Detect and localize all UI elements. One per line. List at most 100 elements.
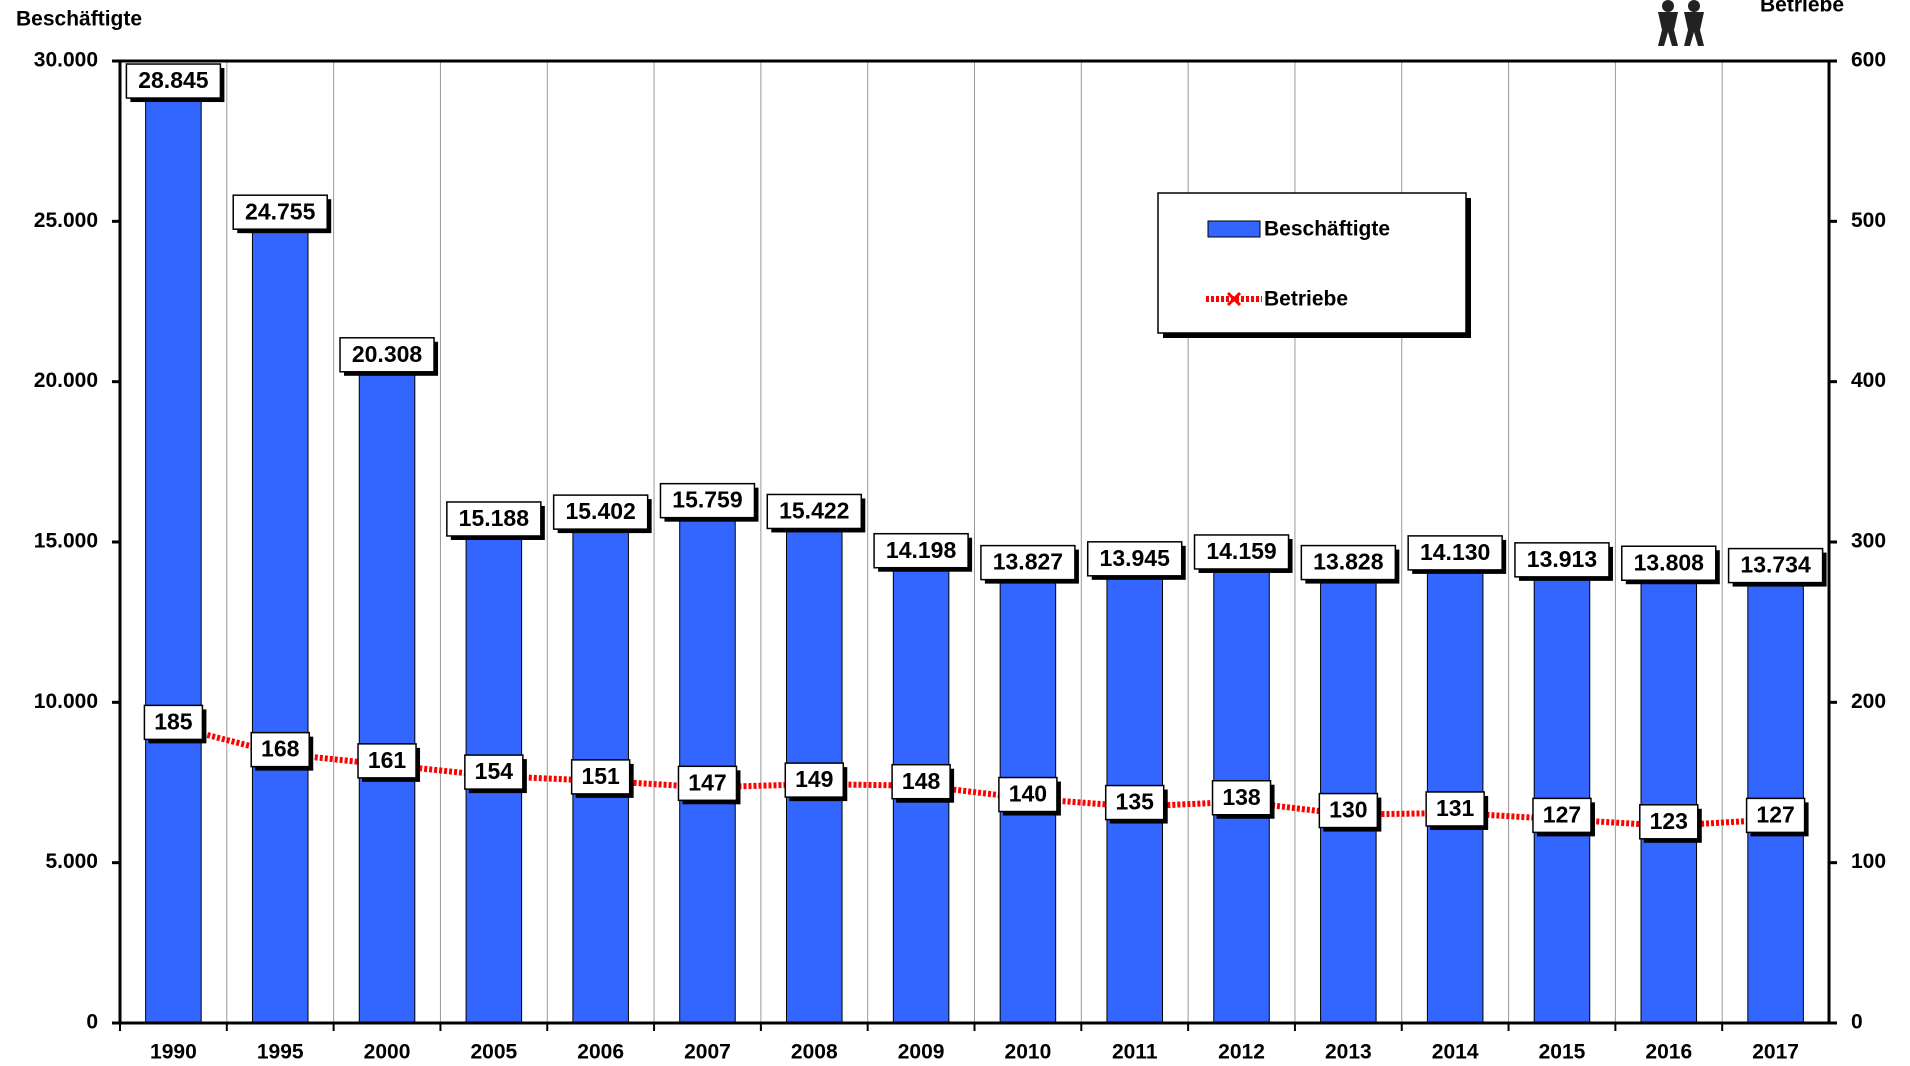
x-tick-label: 1990 — [150, 1041, 197, 1064]
x-tick-label: 2009 — [898, 1041, 945, 1064]
legend-box — [1157, 192, 1467, 334]
legend-label: Betriebe — [1264, 288, 1348, 311]
data-label: 138 — [1211, 779, 1275, 819]
label-box — [1407, 535, 1503, 571]
y2-tick-label: 300 — [1851, 530, 1886, 553]
data-label-text: 14.130 — [1420, 539, 1490, 565]
label-box — [464, 754, 524, 790]
data-label-text: 24.755 — [245, 198, 316, 224]
x-tick-label: 1995 — [257, 1041, 304, 1064]
y2-tick-label: 0 — [1851, 1011, 1863, 1034]
data-label-text: 13.828 — [1313, 549, 1384, 575]
data-label-text: 131 — [1436, 795, 1475, 821]
data-label-text: 185 — [154, 708, 193, 734]
data-label-text: 28.845 — [138, 67, 209, 93]
data-label-text: 127 — [1756, 801, 1794, 827]
label-box — [357, 743, 417, 779]
label-box — [339, 337, 435, 373]
data-label: 161 — [357, 743, 421, 782]
bar — [251, 228, 309, 1024]
data-label-text: 13.913 — [1527, 546, 1597, 572]
data-label: 185 — [143, 704, 207, 744]
data-label-text: 14.198 — [886, 537, 957, 563]
data-label: 15.759 — [659, 482, 759, 522]
data-label-text: 13.808 — [1634, 549, 1705, 575]
data-label-text: 154 — [475, 758, 514, 784]
label-box — [570, 759, 631, 795]
data-label: 13.945 — [1086, 541, 1186, 580]
y-tick-label: 25.000 — [34, 209, 98, 232]
label-box — [891, 763, 951, 800]
data-label-text: 14.159 — [1206, 538, 1276, 564]
legend: Beschäftigte Betriebe — [1157, 192, 1471, 338]
label-box — [998, 776, 1058, 813]
data-label: 15.402 — [552, 494, 652, 534]
data-label-text: 15.402 — [565, 498, 635, 524]
data-label-text: 20.308 — [352, 341, 423, 367]
label-box — [446, 501, 542, 537]
label-box — [1745, 797, 1806, 834]
label-box — [873, 532, 969, 569]
data-label: 123 — [1639, 804, 1702, 843]
data-label: 14.198 — [873, 532, 973, 572]
label-box — [980, 544, 1076, 581]
label-box — [1211, 779, 1272, 816]
y-tick-label: 20.000 — [34, 369, 98, 392]
bar — [145, 97, 202, 1024]
data-label-text: 138 — [1222, 784, 1261, 810]
data-label-text: 149 — [795, 766, 833, 792]
data-label-text: 15.759 — [672, 487, 742, 513]
line — [172, 723, 1776, 829]
data-label-text: 148 — [902, 768, 941, 794]
x-tick-label: 2013 — [1325, 1041, 1372, 1064]
data-label: 24.755 — [232, 194, 332, 234]
y2-tick-label: 100 — [1851, 850, 1886, 873]
y-tick-label: 30.000 — [34, 49, 98, 72]
data-label: 149 — [784, 762, 848, 802]
data-label: 13.827 — [980, 544, 1079, 584]
data-label: 28.845 — [125, 63, 225, 103]
x-tick-label: 2005 — [470, 1041, 517, 1064]
data-label: 20.308 — [339, 337, 439, 376]
data-label: 15.422 — [766, 493, 866, 533]
legend-marker — [1226, 291, 1242, 307]
label-box — [1514, 542, 1610, 578]
label-box — [1727, 547, 1824, 584]
data-label: 14.159 — [1193, 534, 1293, 573]
data-label-text: 15.188 — [459, 505, 530, 531]
people-icon — [1658, 0, 1704, 46]
data-label: 13.808 — [1621, 545, 1720, 585]
label-box — [1086, 541, 1183, 577]
label-box — [1300, 544, 1397, 581]
label-box — [250, 731, 310, 768]
data-label: 147 — [677, 765, 741, 805]
data-label-text: 168 — [261, 736, 300, 762]
x-tick-label: 2008 — [791, 1041, 838, 1064]
y-tick-label: 5.000 — [45, 850, 98, 873]
data-label-text: 127 — [1543, 801, 1581, 827]
label-box — [1425, 791, 1485, 827]
label-box — [1621, 545, 1717, 581]
data-label: 148 — [891, 763, 955, 803]
data-label-text: 13.734 — [1740, 552, 1811, 578]
x-tick-label: 2015 — [1539, 1041, 1586, 1064]
label-box — [552, 494, 649, 530]
legend-swatch — [1207, 220, 1261, 238]
data-label-text: 151 — [581, 763, 620, 789]
y-tick-label: 10.000 — [34, 690, 98, 713]
y-tick-label: 15.000 — [34, 530, 98, 553]
label-box — [1639, 804, 1699, 840]
x-tick-label: 2006 — [577, 1041, 624, 1064]
y-axis-label: Beschäftigte — [16, 8, 142, 31]
data-label: 151 — [570, 759, 634, 798]
data-label: 14.130 — [1407, 535, 1507, 574]
label-box — [232, 194, 328, 230]
y2-tick-label: 500 — [1851, 209, 1886, 232]
label-box — [1104, 784, 1165, 821]
data-label-text: 147 — [688, 769, 726, 795]
data-label: 13.828 — [1300, 544, 1400, 584]
bar — [1640, 579, 1698, 1024]
data-label-text: 135 — [1116, 789, 1155, 815]
data-label: 135 — [1104, 784, 1168, 824]
